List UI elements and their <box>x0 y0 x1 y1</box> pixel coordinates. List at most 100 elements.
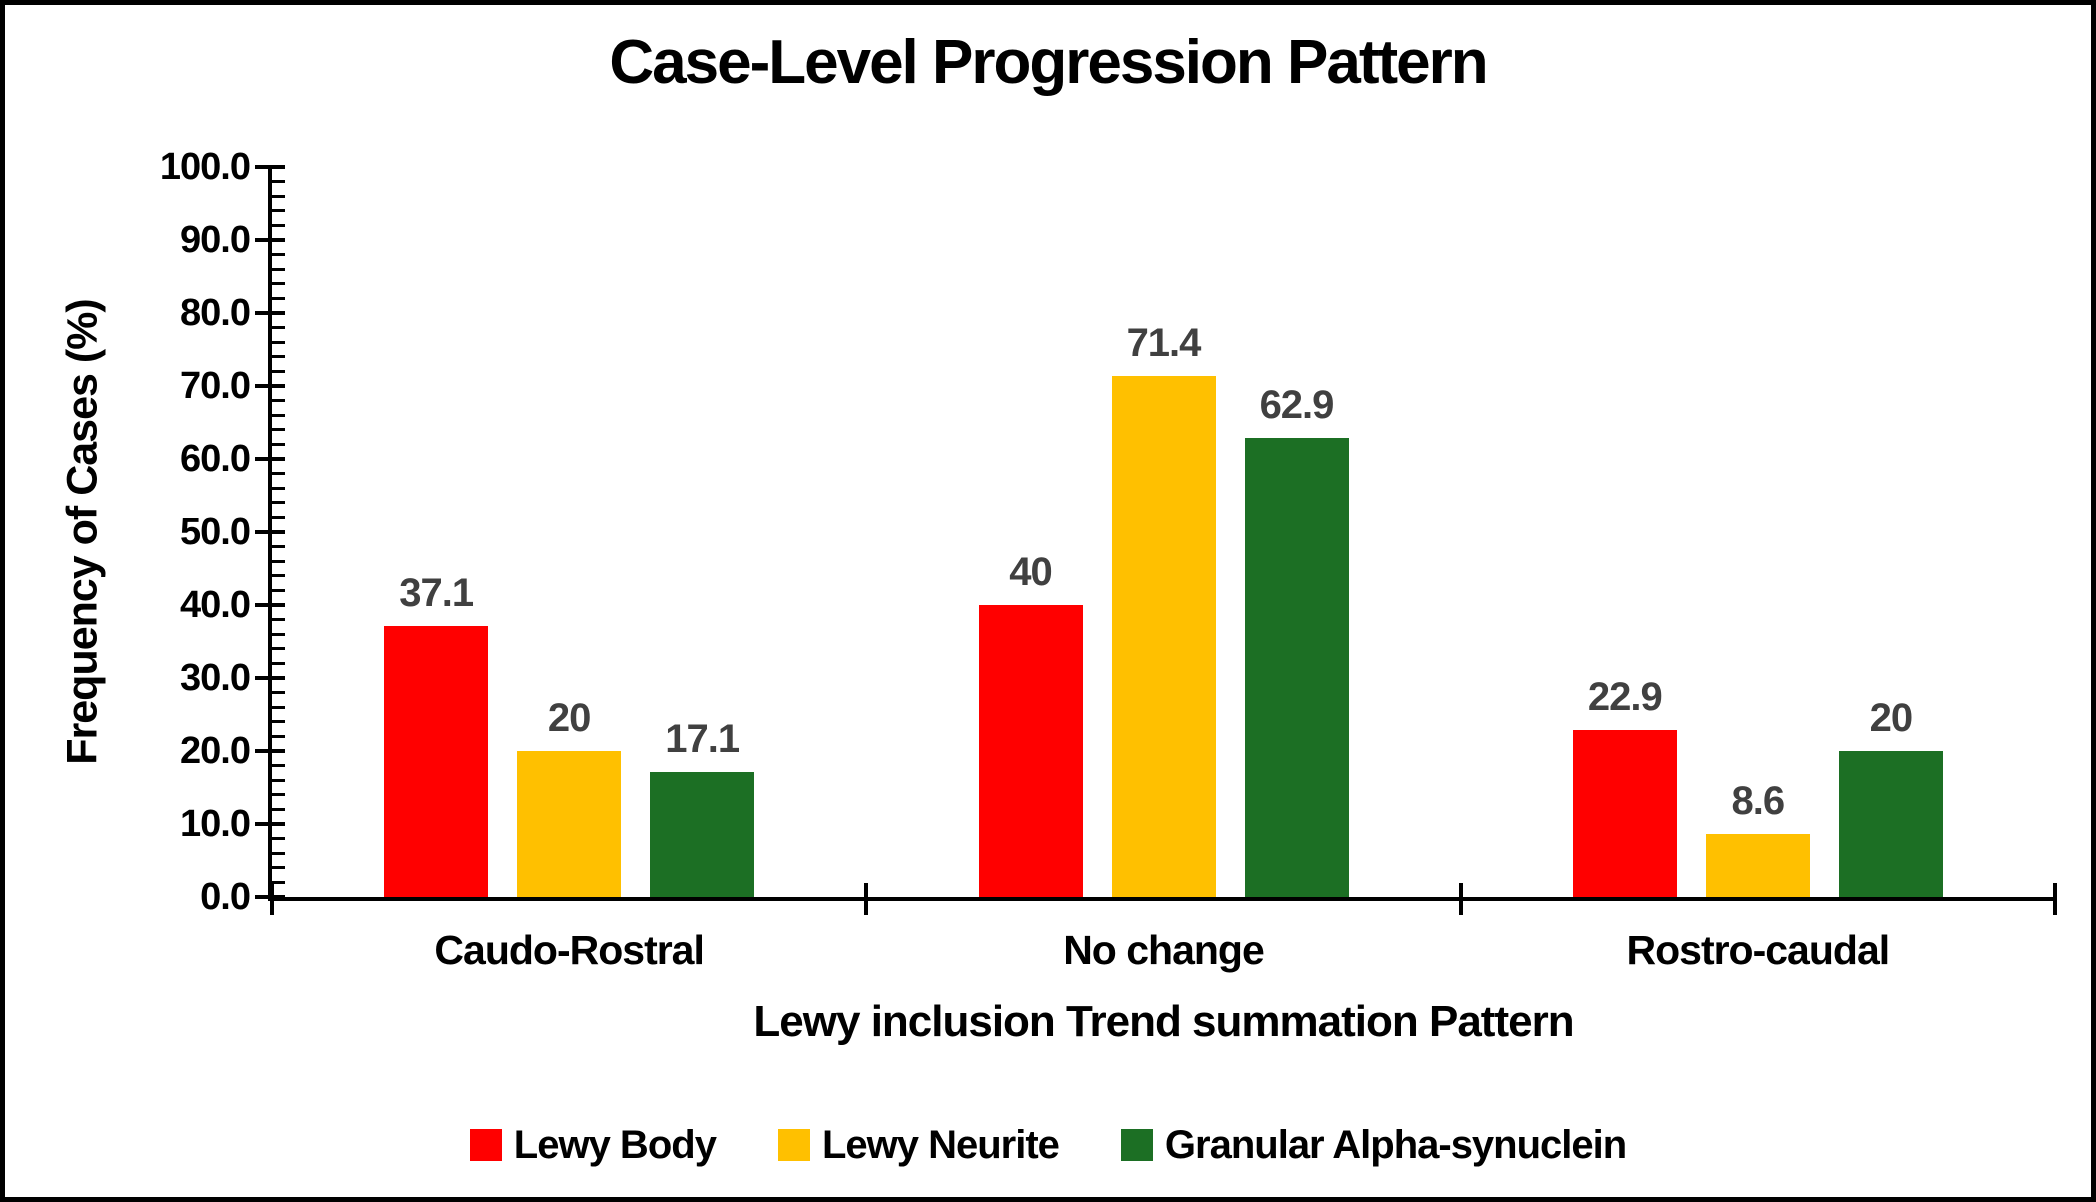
y-major-tick <box>255 457 285 461</box>
y-minor-tick <box>272 296 285 300</box>
y-major-tick <box>255 530 285 534</box>
y-minor-tick <box>272 369 285 373</box>
legend-label-granular-alpha-synuclein: Granular Alpha-synuclein <box>1164 1122 1627 1167</box>
bar-granular-alpha-synuclein-rostro-caudal <box>1838 751 1943 897</box>
y-minor-tick <box>272 267 285 271</box>
y-tick-label: 0.0 <box>200 876 251 918</box>
y-minor-tick <box>272 647 285 651</box>
y-minor-tick <box>272 618 285 622</box>
y-major-tick <box>255 311 285 315</box>
y-minor-tick <box>272 793 285 797</box>
y-minor-tick <box>272 778 285 782</box>
legend-item-lewy-body: Lewy Body <box>469 1122 717 1168</box>
y-minor-tick <box>272 632 285 636</box>
y-axis-title: Frequency of Cases (%) <box>58 299 107 765</box>
y-minor-tick <box>272 559 285 563</box>
legend-item-granular-alpha-synuclein: Granular Alpha-synuclein <box>1120 1122 1627 1168</box>
y-minor-tick <box>272 588 285 592</box>
y-tick-label: 30.0 <box>180 657 251 699</box>
y-minor-tick <box>272 472 285 476</box>
plot-area: 100.0 90.0 80.0 70.0 60.0 50.0 40.0 30.0 20.0 10.… <box>160 146 2057 918</box>
y-minor-tick <box>272 340 285 344</box>
y-minor-tick <box>272 223 285 227</box>
x-category-label-no-change: No change <box>1063 927 1265 973</box>
legend-swatch-lewy-neurite <box>777 1129 810 1161</box>
bar-lewy-neurite-rostro-caudal <box>1705 834 1810 897</box>
y-major-tick <box>255 384 285 388</box>
y-minor-tick <box>272 661 285 665</box>
y-tick-label: 50.0 <box>180 511 251 553</box>
y-tick-label: 100.0 <box>159 146 251 188</box>
y-major-tick <box>255 749 285 753</box>
y-minor-tick <box>272 691 285 695</box>
y-minor-tick <box>272 355 285 359</box>
y-minor-tick <box>272 851 285 855</box>
y-tick-label: 60.0 <box>180 438 251 480</box>
legend-item-lewy-neurite: Lewy Neurite <box>777 1122 1060 1168</box>
x-axis-line <box>268 897 2055 901</box>
y-minor-tick <box>272 180 285 184</box>
y-minor-tick <box>272 282 285 286</box>
y-minor-tick <box>272 399 285 403</box>
y-minor-tick <box>272 720 285 724</box>
y-minor-tick <box>272 209 285 213</box>
bar-granular-alpha-synuclein-no-change <box>1244 437 1349 897</box>
bar-value-label: 71.4 <box>1126 320 1202 365</box>
y-major-tick <box>255 676 285 680</box>
bar-value-label: 17.1 <box>665 717 740 762</box>
y-major-tick <box>255 238 285 242</box>
y-minor-tick <box>272 326 285 330</box>
bar-lewy-body-caudo-rostral <box>384 626 489 897</box>
y-minor-tick <box>272 545 285 549</box>
y-minor-tick <box>272 734 285 738</box>
bar-value-label: 20 <box>1869 696 1914 740</box>
y-tick-label: 80.0 <box>180 292 251 334</box>
y-tick-label: 90.0 <box>180 219 251 261</box>
x-boundary-tick <box>1458 883 1463 915</box>
y-tick-label: 20.0 <box>180 730 251 772</box>
y-minor-tick <box>272 807 285 811</box>
x-axis-category-labels: Caudo-Rostral No change Rostro-caudal <box>272 927 2055 979</box>
bar-value-label: 62.9 <box>1259 382 1335 427</box>
y-minor-tick <box>272 866 285 870</box>
y-minor-tick <box>272 428 285 432</box>
x-boundary-tick <box>2053 883 2057 915</box>
legend-swatch-granular-alpha-synuclein <box>1120 1129 1153 1161</box>
bar-value-label: 37.1 <box>399 571 474 616</box>
y-minor-tick <box>272 194 285 198</box>
y-major-tick <box>255 165 285 169</box>
bar-lewy-body-rostro-caudal <box>1572 729 1677 897</box>
legend: Lewy Body Lewy Neurite Granular Alpha-synu… <box>5 1117 2091 1173</box>
y-minor-tick <box>272 880 285 884</box>
x-boundary-tick <box>864 883 869 915</box>
y-tick-label: 40.0 <box>180 584 251 626</box>
bar-value-label: 8.6 <box>1731 779 1786 824</box>
bar-lewy-neurite-caudo-rostral <box>517 751 622 897</box>
bar-value-label: 40 <box>1009 550 1053 594</box>
legend-label-lewy-neurite: Lewy Neurite <box>821 1122 1060 1167</box>
y-tick-label: 10.0 <box>180 803 251 845</box>
legend-label-lewy-body: Lewy Body <box>513 1122 717 1167</box>
bar-lewy-body-no-change <box>978 605 1083 897</box>
y-minor-tick <box>272 253 285 257</box>
bar-value-label: 20 <box>547 696 592 740</box>
bar-granular-alpha-synuclein-caudo-rostral <box>650 772 755 897</box>
y-minor-tick <box>272 515 285 519</box>
x-axis-title: Lewy inclusion Trend summation Pattern <box>753 997 1574 1046</box>
chart-title: Case-Level Progression Pattern <box>609 28 1488 97</box>
y-minor-tick <box>272 837 285 841</box>
y-major-tick <box>255 822 285 826</box>
y-minor-tick <box>272 413 285 417</box>
y-minor-tick <box>272 705 285 709</box>
y-major-tick <box>255 603 285 607</box>
y-minor-tick <box>272 442 285 446</box>
x-category-label-caudo-rostral: Caudo-Rostral <box>434 927 704 973</box>
bar-lewy-neurite-no-change <box>1111 375 1216 897</box>
y-minor-tick <box>272 764 285 768</box>
y-tick-label: 70.0 <box>180 365 251 407</box>
legend-swatch-lewy-body <box>469 1129 502 1161</box>
y-minor-tick <box>272 486 285 490</box>
x-category-label-rostro-caudal: Rostro-caudal <box>1626 927 1890 973</box>
y-minor-tick <box>272 574 285 578</box>
